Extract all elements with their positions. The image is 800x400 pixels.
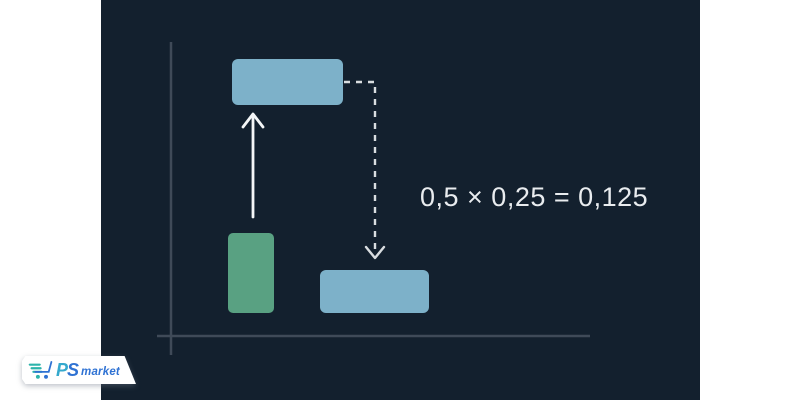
logo-plate: PS market: [22, 356, 136, 384]
brand-name: PS: [56, 360, 79, 380]
formula-text: 0,5 × 0,25 = 0,125: [420, 182, 648, 212]
diagram-panel: 0,5 × 0,25 = 0,125: [101, 0, 700, 400]
result-bar-blue: [320, 270, 429, 313]
shopping-cart-icon: [28, 360, 53, 379]
brand-suffix: market: [81, 366, 120, 378]
multiplication-diagram: 0,5 × 0,25 = 0,125: [157, 42, 648, 355]
dashed-down-arrow: [344, 80, 386, 260]
factor-bar-green: [228, 233, 274, 313]
up-arrow: [241, 112, 265, 219]
factor-bar-top-blue: [232, 59, 343, 105]
brand-logo: PS market: [22, 356, 136, 384]
